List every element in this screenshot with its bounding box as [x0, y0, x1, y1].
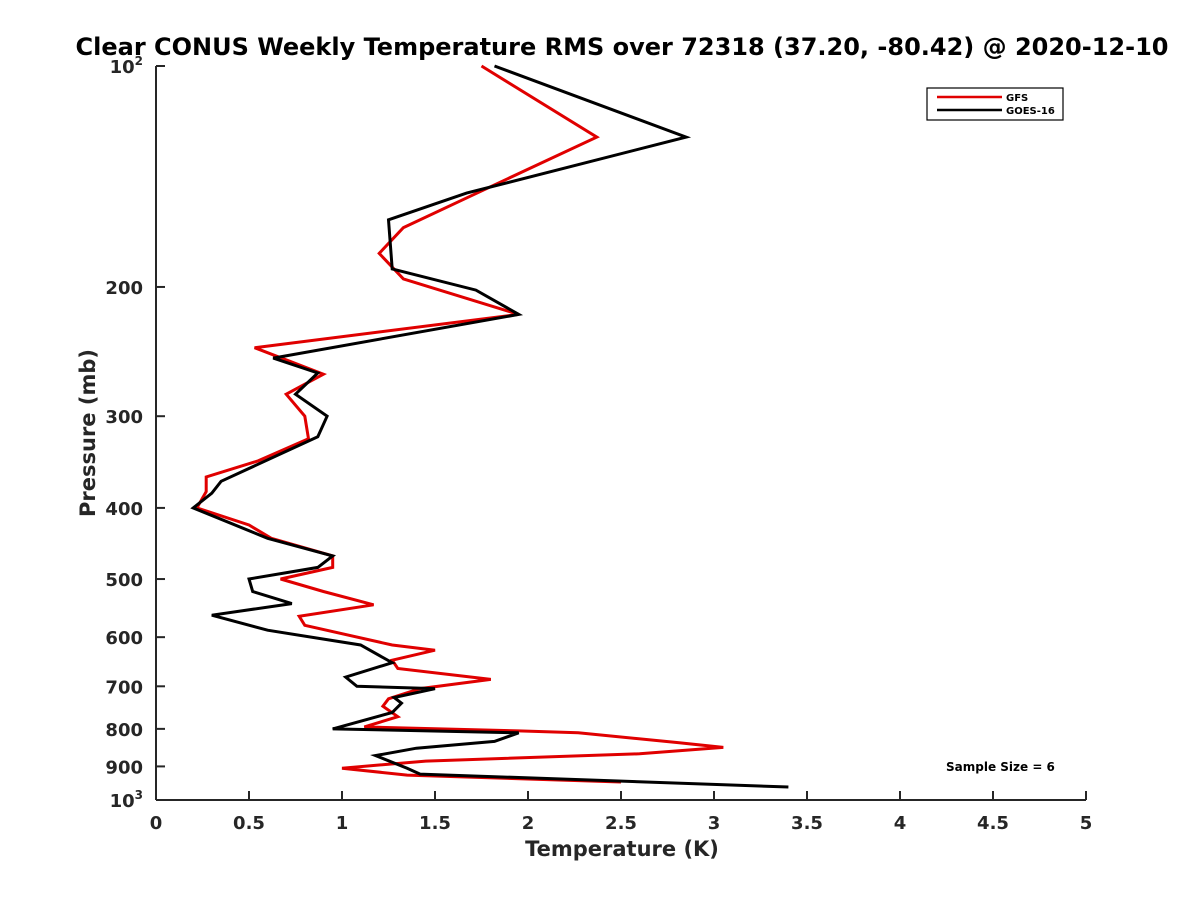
- x-tick-label: 0.5: [233, 813, 265, 834]
- series-line-goes16: [190, 64, 789, 789]
- legend: GFS GOES-16: [926, 87, 1064, 121]
- y-axis-label: Pressure (mb): [76, 349, 100, 517]
- x-tick-label: 1.5: [419, 813, 451, 834]
- sample-size-annotation: Sample Size = 6: [946, 760, 1055, 774]
- y-tick-label: 800: [105, 720, 143, 741]
- legend-label-goes16: GOES-16: [1006, 106, 1055, 117]
- axes: 0 0.5 1 1.5 2 2.5 3 3.5 4 4.5 5 102 200 300 400 500 600 7…: [105, 54, 1092, 834]
- x-tick-label: 2: [522, 813, 535, 834]
- legend-box: [926, 87, 1064, 121]
- series-line-gfs: [194, 64, 724, 784]
- y-tick-label: 900: [105, 757, 143, 778]
- x-tick-label: 4: [894, 813, 907, 834]
- x-tick-label: 3: [708, 813, 721, 834]
- y-tick-label: 400: [105, 499, 143, 520]
- x-tick-label: 2.5: [605, 813, 637, 834]
- y-tick-label: 600: [105, 628, 143, 649]
- y-tick-label: 500: [105, 570, 143, 591]
- chart-title: Clear CONUS Weekly Temperature RMS over …: [76, 33, 1169, 61]
- x-tick-label: 5: [1080, 813, 1093, 834]
- x-tick-label: 4.5: [977, 813, 1009, 834]
- x-tick-label: 0: [150, 813, 163, 834]
- series-lines: [190, 64, 789, 789]
- x-tick-label: 3.5: [791, 813, 823, 834]
- legend-label-gfs: GFS: [1006, 93, 1028, 104]
- y-tick-label: 300: [105, 407, 143, 428]
- x-tick-label: 1: [336, 813, 349, 834]
- y-tick-label: 200: [105, 278, 143, 299]
- y-tick-label: 700: [105, 677, 143, 698]
- y-tick-label: 103: [110, 788, 143, 812]
- y-tick-label: 102: [110, 54, 143, 78]
- x-axis-label: Temperature (K): [525, 837, 719, 861]
